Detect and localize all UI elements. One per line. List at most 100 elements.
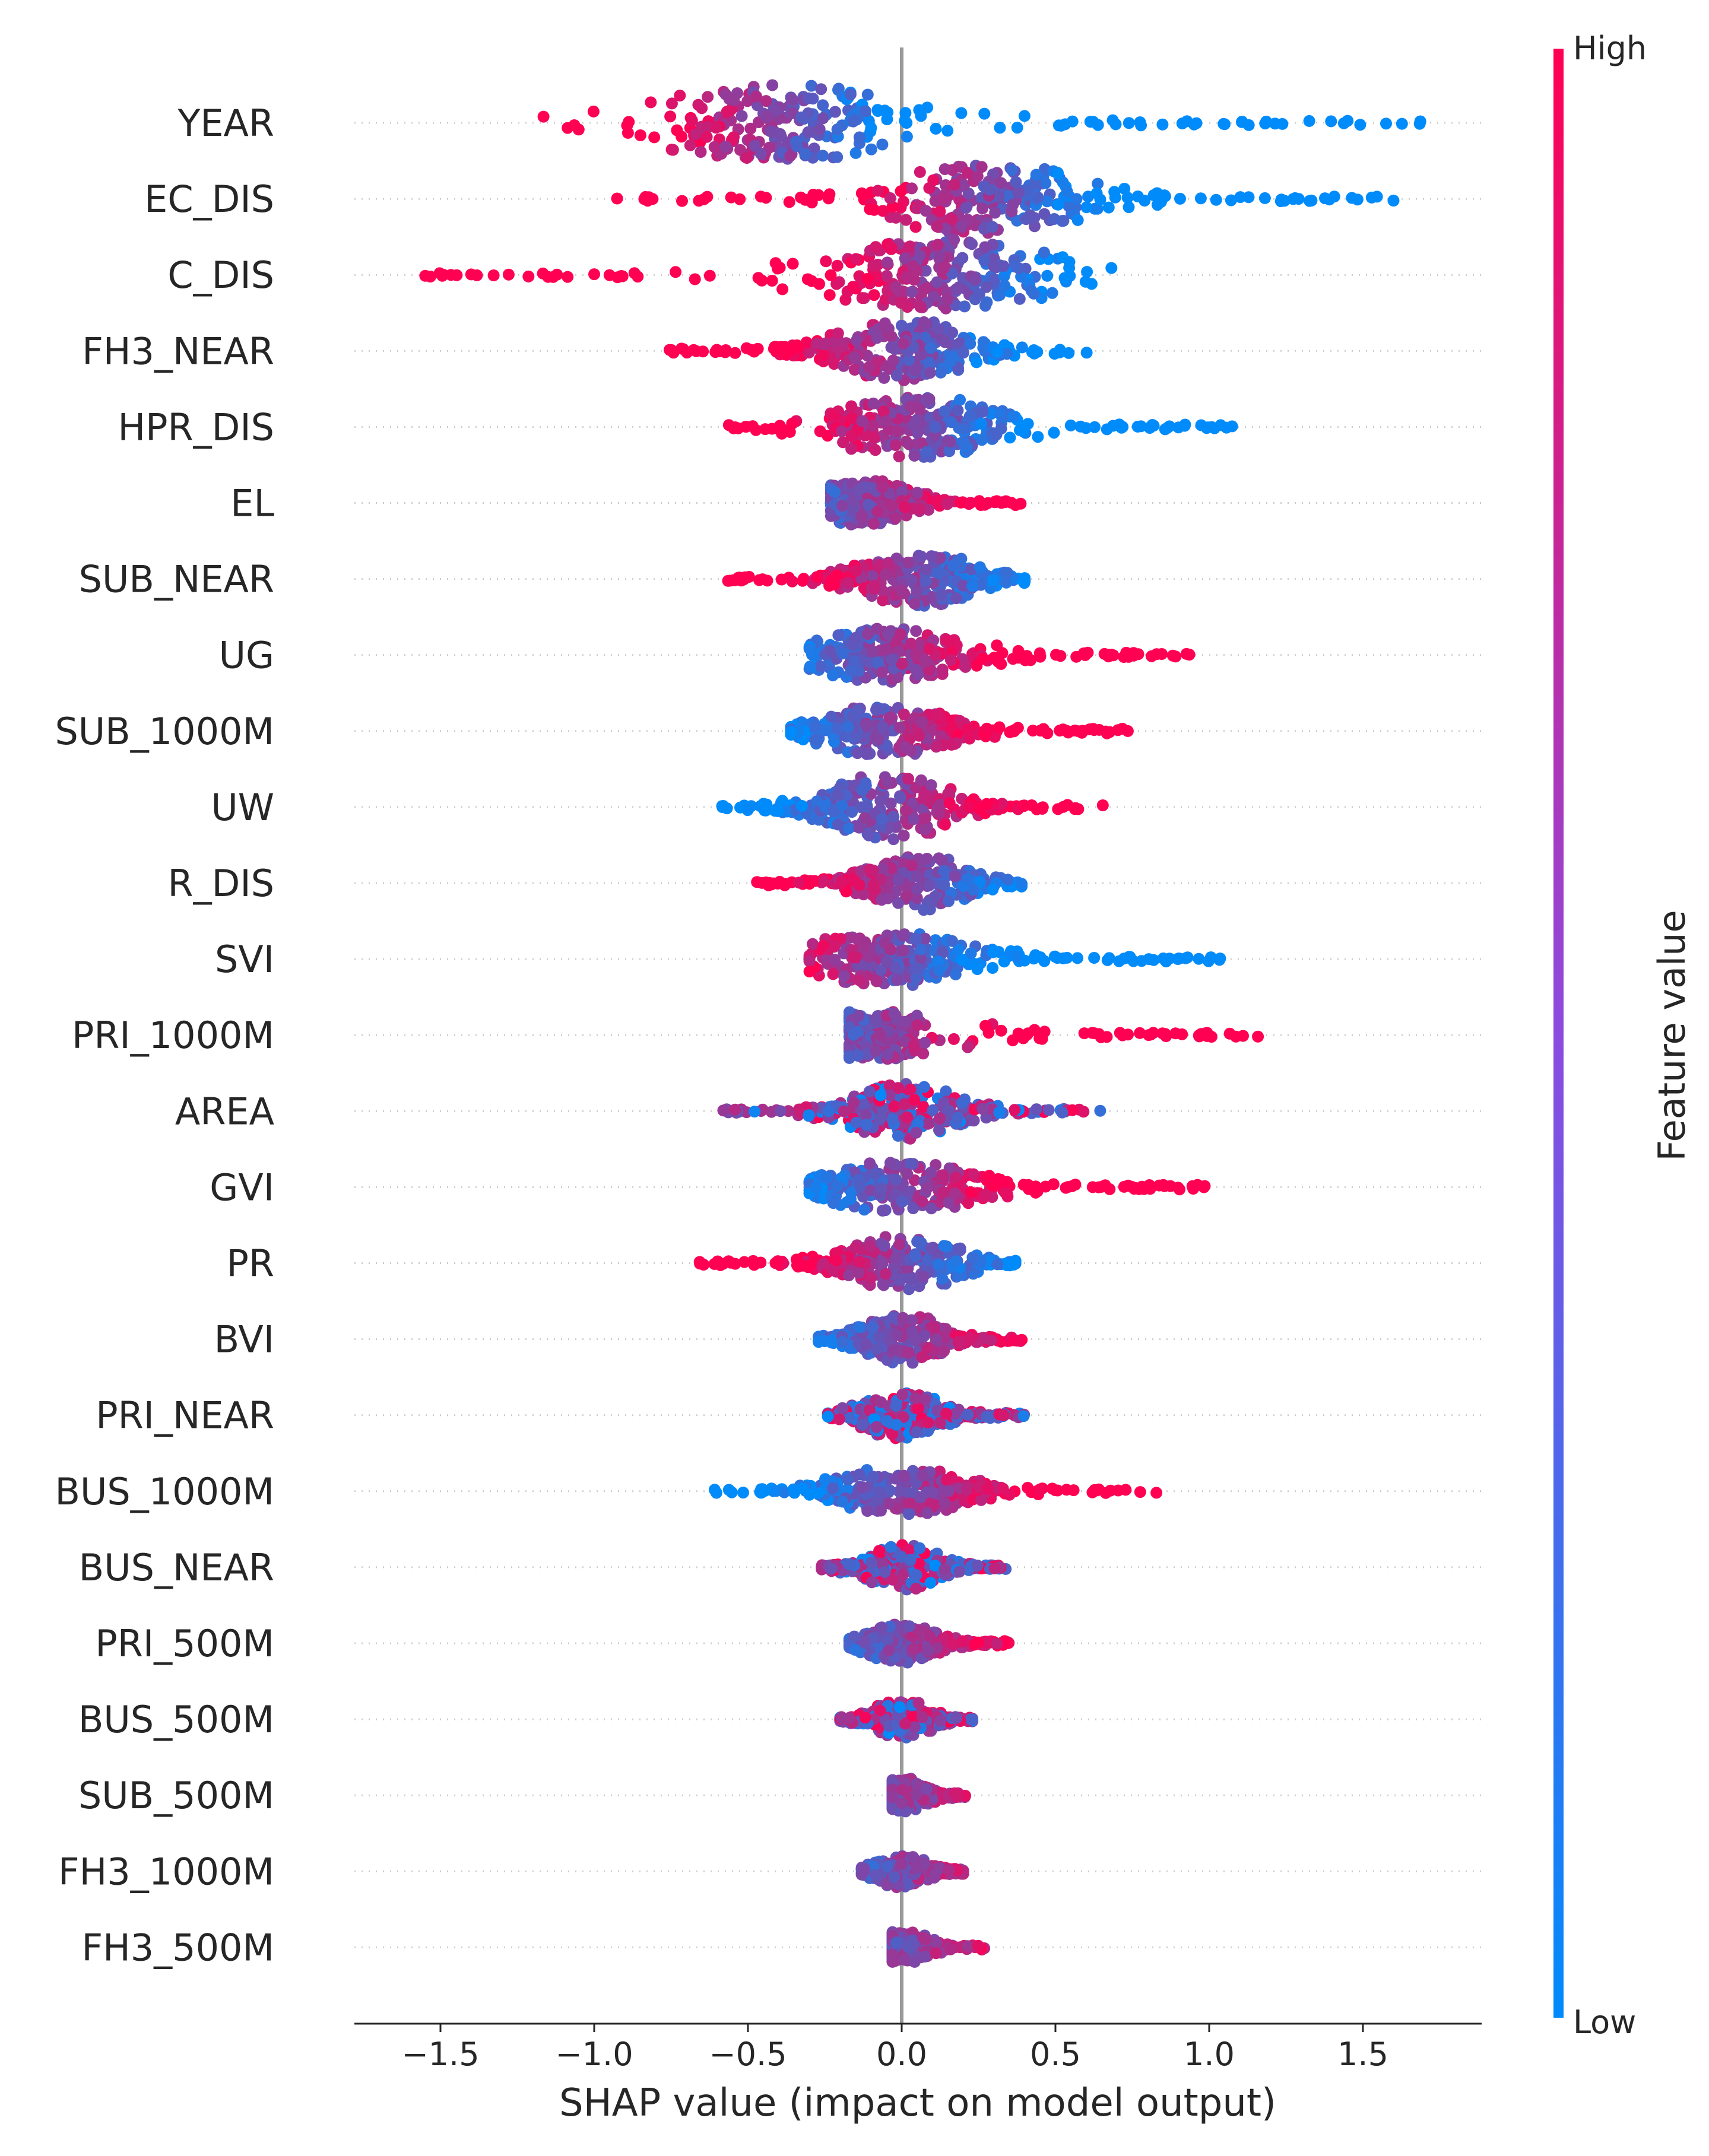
shap-point (1090, 187, 1103, 199)
shap-point (937, 192, 950, 205)
shap-point (1080, 422, 1092, 434)
shap-point (928, 1321, 941, 1333)
feature-row-dots (664, 316, 1093, 386)
shap-point (856, 415, 868, 427)
shap-point (803, 92, 815, 104)
shap-point (995, 1024, 1007, 1037)
shap-point (796, 800, 808, 812)
shap-point (1007, 410, 1019, 423)
shap-point (893, 1239, 906, 1251)
shap-point (1034, 951, 1047, 963)
shap-point (502, 268, 515, 281)
shap-point (799, 148, 811, 160)
shap-point (1172, 1182, 1184, 1194)
shap-point (1020, 213, 1032, 226)
shap-point (1047, 1178, 1060, 1190)
shap-point (997, 1482, 1009, 1495)
shap-point (1009, 1104, 1021, 1116)
shap-point (903, 1508, 915, 1520)
shap-point (1088, 952, 1101, 964)
shap-point (995, 423, 1007, 435)
shap-point (810, 338, 823, 350)
shap-point (817, 939, 829, 952)
shap-point (784, 150, 797, 162)
shap-point (465, 268, 477, 281)
shap-point (963, 801, 976, 814)
shap-point (847, 951, 860, 964)
shap-point (915, 550, 927, 563)
shap-point (900, 214, 912, 226)
shap-point (1114, 1027, 1126, 1039)
shap-point (729, 347, 741, 359)
shap-point (1151, 199, 1163, 211)
shap-point (1001, 348, 1013, 360)
shap-point (961, 1483, 974, 1495)
shap-point (895, 628, 907, 640)
shap-point (927, 1104, 939, 1116)
shap-point (916, 1351, 928, 1363)
shap-point (885, 341, 898, 354)
shap-point (851, 747, 864, 759)
shap-point (966, 238, 978, 250)
shap-point (1160, 1030, 1172, 1042)
shap-point (1236, 116, 1248, 128)
shap-point (562, 122, 574, 134)
shap-point (938, 1497, 951, 1509)
shap-point (825, 710, 838, 723)
shap-point (791, 339, 803, 351)
shap-point (976, 202, 989, 215)
shap-point (852, 1050, 864, 1062)
shap-point (765, 126, 778, 138)
feature-row-dots (537, 79, 1426, 165)
shap-point (922, 1425, 934, 1437)
shap-point (880, 955, 893, 968)
shap-point (853, 879, 865, 891)
shap-point (874, 795, 887, 807)
shap-point (882, 628, 895, 640)
shap-point (892, 897, 905, 909)
shap-point (825, 269, 837, 281)
shap-point (888, 1100, 901, 1113)
shap-point (874, 1029, 886, 1042)
shap-point (424, 271, 436, 282)
shap-point (962, 723, 974, 735)
shap-point (874, 1089, 887, 1101)
shap-point (787, 258, 799, 270)
shap-point (879, 569, 892, 581)
shap-point (1354, 119, 1366, 131)
shap-point (874, 1487, 886, 1499)
shap-point (770, 341, 782, 353)
shap-point (910, 971, 922, 984)
shap-point (814, 660, 826, 672)
shap-point (830, 278, 843, 290)
shap-point (950, 1255, 962, 1268)
shap-point (906, 1357, 919, 1369)
shap-point (1202, 955, 1215, 967)
shap-point (904, 1083, 917, 1096)
shap-point (1004, 431, 1016, 444)
shap-point (1034, 650, 1047, 663)
shap-point (833, 1413, 845, 1425)
shap-point (976, 434, 988, 446)
shap-point (832, 327, 844, 339)
shap-point (826, 1482, 839, 1494)
shap-point (920, 205, 932, 217)
shap-point (887, 1344, 899, 1357)
shap-point (960, 202, 972, 214)
shap-point (1041, 195, 1053, 208)
shap-point (616, 270, 629, 282)
shap-point (775, 573, 788, 586)
shap-point (1139, 195, 1151, 207)
shap-point (1017, 800, 1030, 812)
shap-point (1014, 497, 1027, 510)
shap-point (867, 420, 879, 432)
feature-row-dots (419, 234, 1118, 315)
shap-point (1018, 110, 1031, 122)
shap-point (920, 655, 933, 668)
shap-point (670, 266, 682, 278)
shap-point (923, 182, 936, 194)
shap-point (889, 439, 902, 451)
shap-point (812, 1487, 825, 1500)
shap-point (916, 1195, 928, 1208)
shap-point (921, 1254, 934, 1266)
